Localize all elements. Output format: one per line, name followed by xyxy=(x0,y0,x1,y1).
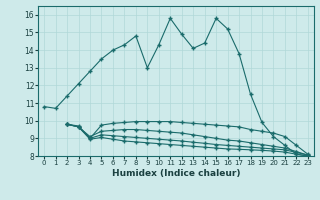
X-axis label: Humidex (Indice chaleur): Humidex (Indice chaleur) xyxy=(112,169,240,178)
